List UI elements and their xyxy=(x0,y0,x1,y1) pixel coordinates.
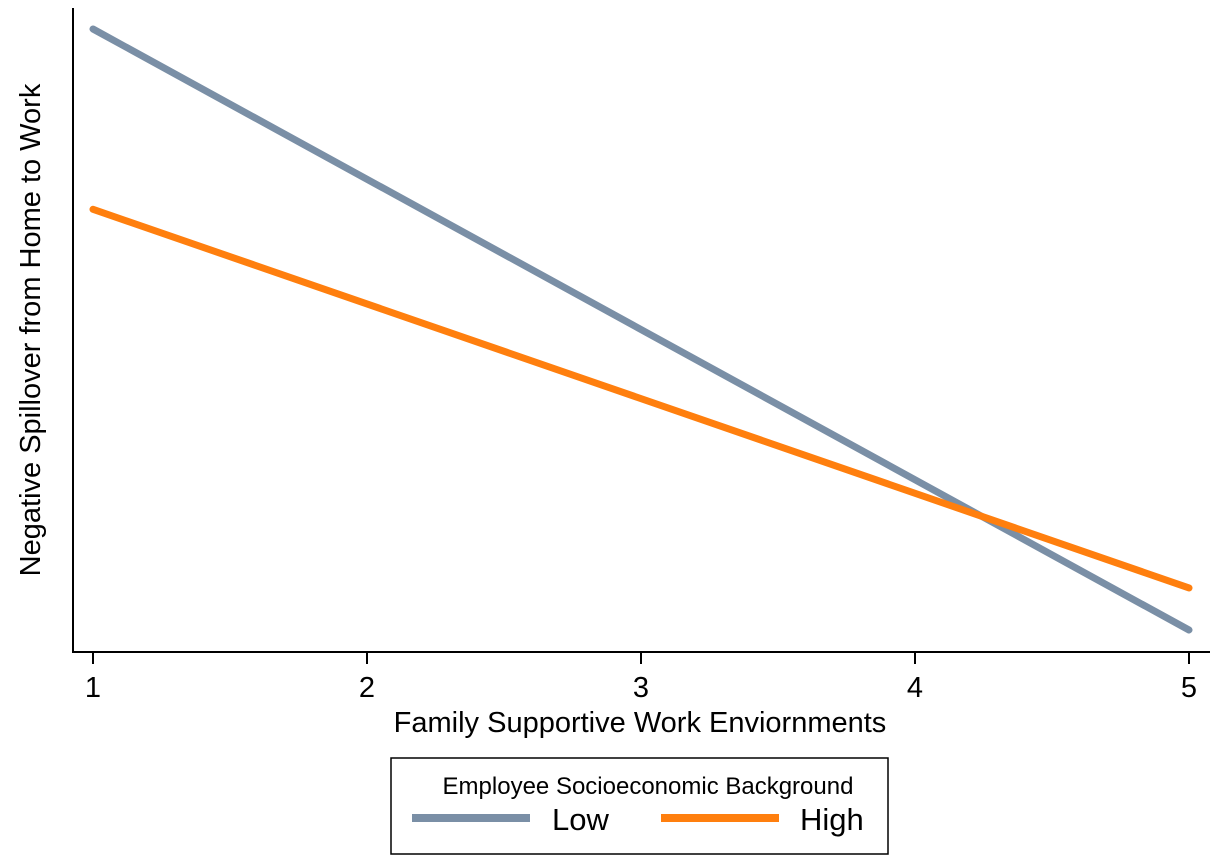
x-tick-label: 1 xyxy=(85,672,101,704)
y-axis-title: Negative Spillover from Home to Work xyxy=(15,83,47,576)
legend-label-high: High xyxy=(800,802,864,837)
x-axis-title: Family Supportive Work Enviornments xyxy=(394,707,887,739)
legend-label-low: Low xyxy=(552,802,609,837)
series-line-low xyxy=(89,25,1193,634)
legend: Employee Socioeconomic Background Low Hi… xyxy=(390,757,889,855)
x-tick-label: 3 xyxy=(633,672,649,704)
legend-title: Employee Socioeconomic Background xyxy=(443,773,854,800)
x-tick-label: 4 xyxy=(907,672,923,704)
plot-area: 1 2 3 4 5 xyxy=(72,8,1210,704)
x-tick-label: 5 xyxy=(1181,672,1197,704)
legend-box xyxy=(390,757,889,855)
series-lines xyxy=(89,25,1193,634)
x-tick-label: 2 xyxy=(359,672,375,704)
x-axis-ticks: 1 2 3 4 5 xyxy=(85,652,1197,704)
series-line-high xyxy=(89,205,1193,592)
